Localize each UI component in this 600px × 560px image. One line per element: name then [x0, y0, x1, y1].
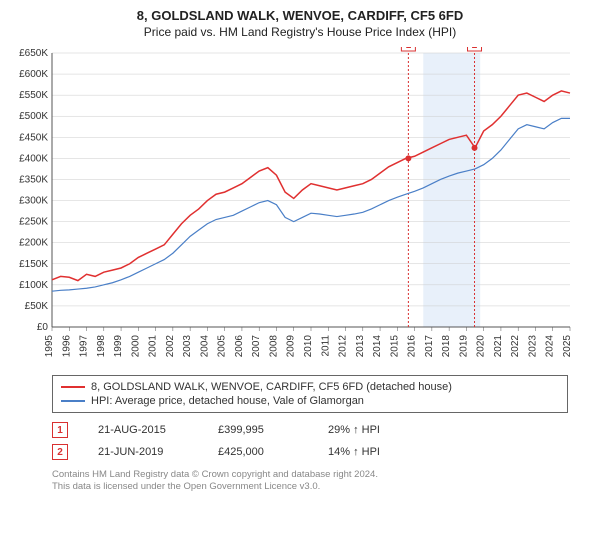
svg-text:1: 1 — [406, 47, 412, 51]
page: 8, GOLDSLAND WALK, WENVOE, CARDIFF, CF5 … — [0, 0, 600, 560]
svg-text:2008: 2008 — [268, 335, 279, 358]
legend-item: 8, GOLDSLAND WALK, WENVOE, CARDIFF, CF5 … — [61, 380, 559, 394]
legend-swatch — [61, 400, 85, 402]
sale-price: £399,995 — [218, 424, 298, 436]
svg-text:2020: 2020 — [476, 335, 487, 358]
legend-label: 8, GOLDSLAND WALK, WENVOE, CARDIFF, CF5 … — [91, 381, 452, 393]
svg-text:2013: 2013 — [355, 335, 366, 358]
legend-swatch — [61, 386, 85, 388]
sale-date: 21-JUN-2019 — [98, 446, 188, 458]
svg-text:2019: 2019 — [458, 335, 469, 358]
svg-text:2021: 2021 — [493, 335, 504, 358]
svg-text:1999: 1999 — [113, 335, 124, 358]
svg-text:£300K: £300K — [19, 196, 48, 207]
svg-text:2002: 2002 — [165, 335, 176, 358]
legend-item: HPI: Average price, detached house, Vale… — [61, 394, 559, 408]
svg-text:2025: 2025 — [562, 335, 573, 358]
svg-text:£200K: £200K — [19, 238, 48, 249]
svg-text:£650K: £650K — [19, 48, 48, 59]
svg-text:£100K: £100K — [19, 280, 48, 291]
sales-table: 1 21-AUG-2015 £399,995 29% ↑ HPI 2 21-JU… — [52, 419, 568, 463]
svg-text:2007: 2007 — [251, 335, 262, 358]
svg-text:2023: 2023 — [527, 335, 538, 358]
svg-text:£600K: £600K — [19, 69, 48, 80]
svg-text:£550K: £550K — [19, 90, 48, 101]
svg-text:2001: 2001 — [148, 335, 159, 358]
sale-price: £425,000 — [218, 446, 298, 458]
attribution-line: Contains HM Land Registry data © Crown c… — [52, 469, 568, 481]
sale-marker-icon: 2 — [52, 444, 68, 460]
sale-delta: 29% ↑ HPI — [328, 424, 380, 436]
sale-delta: 14% ↑ HPI — [328, 446, 380, 458]
svg-text:2: 2 — [472, 47, 478, 51]
svg-text:1996: 1996 — [61, 335, 72, 358]
svg-text:£350K: £350K — [19, 174, 48, 185]
svg-text:£400K: £400K — [19, 153, 48, 164]
svg-text:2024: 2024 — [545, 335, 556, 358]
svg-text:2005: 2005 — [217, 335, 228, 358]
chart-title: 8, GOLDSLAND WALK, WENVOE, CARDIFF, CF5 … — [12, 8, 588, 23]
svg-text:2014: 2014 — [372, 335, 383, 358]
svg-text:1995: 1995 — [44, 335, 55, 358]
chart-subtitle: Price paid vs. HM Land Registry's House … — [12, 25, 588, 39]
svg-text:1997: 1997 — [79, 335, 90, 358]
svg-text:£500K: £500K — [19, 111, 48, 122]
svg-text:£250K: £250K — [19, 217, 48, 228]
svg-text:2015: 2015 — [389, 335, 400, 358]
svg-text:2011: 2011 — [320, 335, 331, 357]
svg-text:2017: 2017 — [424, 335, 435, 358]
svg-text:2016: 2016 — [407, 335, 418, 358]
sale-marker-icon: 1 — [52, 422, 68, 438]
svg-text:2000: 2000 — [130, 335, 141, 358]
svg-text:2006: 2006 — [234, 335, 245, 358]
sale-row: 2 21-JUN-2019 £425,000 14% ↑ HPI — [52, 441, 568, 463]
svg-text:2004: 2004 — [199, 335, 210, 358]
attribution: Contains HM Land Registry data © Crown c… — [52, 469, 568, 494]
sale-date: 21-AUG-2015 — [98, 424, 188, 436]
sale-row: 1 21-AUG-2015 £399,995 29% ↑ HPI — [52, 419, 568, 441]
svg-text:£450K: £450K — [19, 132, 48, 143]
svg-text:£150K: £150K — [19, 259, 48, 270]
svg-text:2009: 2009 — [286, 335, 297, 358]
legend: 8, GOLDSLAND WALK, WENVOE, CARDIFF, CF5 … — [52, 375, 568, 413]
svg-text:2022: 2022 — [510, 335, 521, 358]
legend-label: HPI: Average price, detached house, Vale… — [91, 395, 364, 407]
svg-text:2003: 2003 — [182, 335, 193, 358]
svg-text:£0: £0 — [37, 322, 49, 333]
svg-text:2010: 2010 — [303, 335, 314, 358]
line-chart: £0 £50K £100K £150K £200K £250K £300K £350K £400… — [12, 47, 582, 367]
svg-text:2012: 2012 — [338, 335, 349, 358]
svg-text:£50K: £50K — [25, 301, 49, 312]
svg-text:2018: 2018 — [441, 335, 452, 358]
chart-area: £0 £50K £100K £150K £200K £250K £300K £350K £400… — [12, 47, 588, 367]
svg-text:1998: 1998 — [96, 335, 107, 358]
attribution-line: This data is licensed under the Open Gov… — [52, 481, 568, 493]
